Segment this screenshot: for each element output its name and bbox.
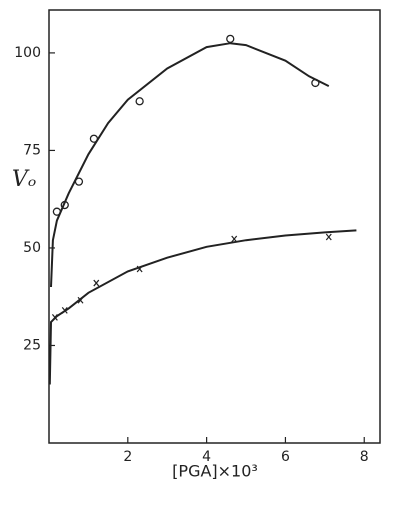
point-circle xyxy=(135,97,144,106)
point-cross xyxy=(325,233,332,241)
plot-frame xyxy=(48,9,381,444)
cross-stroke xyxy=(93,279,100,287)
point-cross xyxy=(93,279,100,287)
y-tick-label: 50 xyxy=(23,240,41,256)
x-tick-label: 2 xyxy=(123,449,132,465)
y-tick-label: 25 xyxy=(23,337,41,353)
fit-curve xyxy=(48,229,357,385)
cross-stroke xyxy=(325,233,332,241)
y-axis-title: Vₒ xyxy=(12,167,36,192)
y-tick-label: 100 xyxy=(14,45,41,61)
x-tick-label: 6 xyxy=(281,449,290,465)
x-tick-label: 4 xyxy=(202,449,211,465)
x-tick-label: 8 xyxy=(360,449,369,465)
x-axis-title: [PGA]×10³ xyxy=(172,462,258,481)
cross-stroke xyxy=(231,235,238,243)
y-tick-label: 75 xyxy=(23,142,41,158)
fit-curve xyxy=(50,42,330,288)
point-circle xyxy=(226,34,235,44)
